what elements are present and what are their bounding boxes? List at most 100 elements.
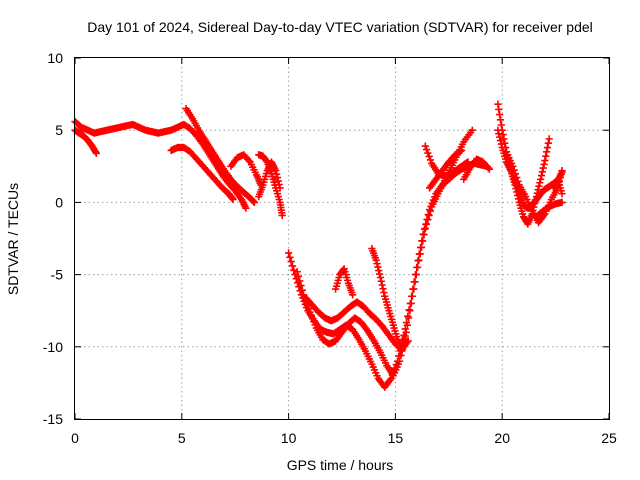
data-point — [509, 162, 517, 170]
data-point-fill — [380, 288, 388, 297]
data-point-fill — [374, 263, 382, 271]
data-point-fill — [497, 140, 505, 148]
data-point — [421, 224, 429, 232]
data-point — [485, 165, 493, 173]
data-point-fill — [274, 177, 282, 185]
data-point-fill — [411, 278, 419, 286]
data-point-fill — [373, 260, 381, 268]
data-point-fill — [405, 306, 413, 314]
data-point-fill — [414, 263, 422, 271]
y-tick-label: -15 — [43, 411, 63, 427]
data-point-fill — [484, 164, 492, 172]
data-point-fill — [406, 307, 414, 315]
data-point-fill — [286, 253, 294, 261]
data-point — [494, 126, 502, 134]
data-point — [558, 167, 566, 175]
data-point-fill — [540, 160, 548, 168]
data-point-fill — [513, 191, 522, 200]
x-tick-label: 10 — [281, 430, 297, 446]
y-tick-label: -5 — [51, 267, 64, 283]
data-point-fill — [399, 340, 408, 348]
data-marks — [71, 100, 566, 391]
data-point — [541, 156, 549, 165]
data-point-fill — [535, 182, 543, 190]
y-tick-label: 5 — [55, 122, 63, 138]
data-point-fill — [497, 121, 505, 129]
data-point — [372, 256, 380, 264]
data-point-fill — [425, 152, 433, 161]
data-point — [92, 149, 100, 157]
data-point-fill — [273, 173, 282, 182]
data-point-fill — [511, 170, 520, 178]
data-point — [376, 273, 385, 282]
data-point-fill — [424, 216, 432, 224]
data-point-fill — [543, 143, 552, 152]
data-point-fill — [496, 111, 504, 119]
data-point-fill — [400, 336, 408, 344]
data-point — [285, 249, 293, 257]
data-point-fill — [245, 156, 253, 165]
data-point-fill — [288, 262, 297, 270]
x-tick-label: 0 — [71, 430, 79, 446]
data-point-fill — [407, 299, 415, 308]
data-point-fill — [557, 170, 565, 178]
y-axis-label: SDTVAR / TECUs — [5, 183, 21, 295]
data-point — [537, 175, 545, 183]
data-point-fill — [298, 286, 306, 294]
x-tick-label: 25 — [601, 430, 617, 446]
data-point-fill — [537, 171, 546, 180]
data-point-fill — [456, 147, 464, 155]
data-point-fill — [531, 196, 540, 204]
data-point — [278, 211, 286, 219]
y-tick-label: 0 — [55, 194, 63, 210]
data-point-fill — [399, 343, 407, 351]
data-point — [242, 204, 250, 212]
data-point-fill — [416, 250, 424, 258]
data-point-fill — [294, 272, 303, 280]
data-point — [402, 328, 410, 336]
chart-title: Day 101 of 2024, Sidereal Day-to-day VTE… — [87, 19, 593, 35]
data-point-fill — [403, 321, 411, 329]
data-point — [558, 190, 566, 198]
data-point-fill — [401, 325, 409, 333]
data-point-fill — [426, 207, 435, 215]
data-point-fill — [425, 211, 433, 219]
data-point-fill — [496, 116, 505, 124]
data-point — [349, 291, 357, 299]
data-point — [404, 337, 412, 345]
data-point-fill — [512, 184, 520, 193]
data-point — [293, 268, 301, 276]
plot-frame — [74, 57, 610, 420]
data-point — [458, 146, 466, 155]
data-point-fill — [275, 180, 283, 189]
data-point-fill — [514, 177, 522, 185]
data-point-fill — [495, 130, 503, 138]
data-point-fill — [397, 351, 405, 360]
data-point-fill — [422, 220, 431, 228]
data-point-fill — [544, 139, 552, 147]
y-tick-label: 10 — [47, 50, 63, 66]
data-point-fill — [420, 231, 428, 239]
data-point-fill — [543, 148, 551, 156]
data-point-fill — [510, 166, 518, 174]
x-tick-label: 15 — [388, 430, 404, 446]
data-point — [545, 135, 553, 143]
data-point-fill — [419, 237, 427, 245]
data-point-fill — [424, 149, 432, 157]
data-point — [272, 167, 280, 175]
data-point-fill — [305, 305, 313, 313]
data-point-fill — [531, 199, 539, 208]
data-point-fill — [296, 277, 304, 285]
data-point-fill — [501, 139, 509, 147]
data-point-fill — [297, 281, 305, 290]
data-point — [229, 195, 237, 204]
data-point — [468, 126, 476, 134]
data-point-fill — [378, 281, 386, 289]
data-point — [396, 357, 404, 365]
x-tick-label: 20 — [494, 430, 510, 446]
data-point — [415, 256, 423, 264]
data-point-fill — [375, 266, 383, 275]
data-point-fill — [401, 332, 409, 340]
data-point-fill — [514, 195, 523, 203]
